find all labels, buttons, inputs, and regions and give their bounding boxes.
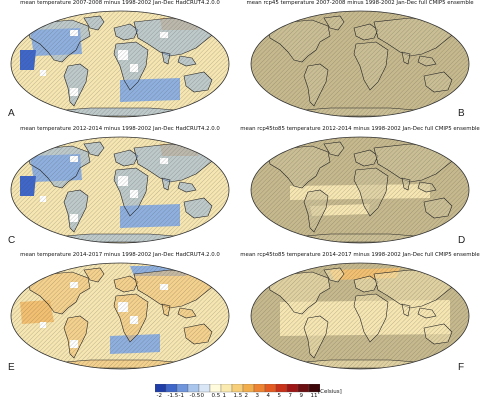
map-border bbox=[250, 136, 470, 244]
colorbar-tick-label: -0.5 bbox=[189, 393, 201, 399]
colorbar-tick-label: -1 bbox=[178, 393, 184, 399]
significance-hatching bbox=[11, 137, 229, 243]
colorbar-swatch bbox=[220, 384, 233, 393]
world-map bbox=[250, 10, 470, 118]
map-panel-d: mean rcp45to85 temperature 2012-2014 min… bbox=[240, 126, 480, 252]
colorbar-tick-label: 7 bbox=[288, 393, 293, 399]
world-map bbox=[10, 136, 230, 244]
world-map bbox=[250, 262, 470, 370]
colorbar-swatches bbox=[155, 384, 320, 393]
colorbar-swatch bbox=[165, 384, 178, 393]
panel-letter-f: F bbox=[458, 362, 465, 373]
colorbar-swatch bbox=[297, 384, 310, 393]
colorbar-tick-label: 1 bbox=[222, 393, 227, 399]
colorbar-tick-label: 5 bbox=[277, 393, 282, 399]
map-border bbox=[10, 262, 230, 370]
panel-title: mean temperature 2012-2014 minus 1998-20… bbox=[20, 126, 220, 132]
colorbar-tick-label: 11 bbox=[310, 393, 318, 399]
colorbar-tick-label: 1.5 bbox=[233, 393, 243, 399]
colorbar-swatch bbox=[275, 384, 288, 393]
panel-title: mean rcp45to85 temperature 2012-2014 min… bbox=[240, 126, 480, 132]
map-border bbox=[250, 262, 470, 370]
panel-title: mean temperature 2007-2008 minus 1998-20… bbox=[20, 0, 220, 6]
panel-letter-d: D bbox=[458, 235, 466, 246]
panel-title: mean rcp45 temperature 2007-2008 minus 1… bbox=[246, 0, 474, 6]
world-map bbox=[10, 262, 230, 370]
colorbar-swatch bbox=[308, 384, 320, 393]
colorbar-swatch bbox=[209, 384, 222, 393]
map-panel-c: mean temperature 2012-2014 minus 1998-20… bbox=[0, 126, 240, 252]
significance-hatching bbox=[251, 137, 469, 243]
significance-hatching bbox=[11, 11, 229, 117]
panel-letter-a: A bbox=[8, 108, 15, 119]
colorbar-swatch bbox=[231, 384, 244, 393]
panel-title: mean temperature 2014-2017 minus 1998-20… bbox=[20, 252, 220, 258]
colorbar-swatch bbox=[286, 384, 299, 393]
colorbar-tick-label: -2 bbox=[156, 393, 162, 399]
world-map bbox=[250, 136, 470, 244]
colorbar-swatch bbox=[187, 384, 200, 393]
colorbar-tick-label: 9 bbox=[299, 393, 304, 399]
map-panel-e: mean temperature 2014-2017 minus 1998-20… bbox=[0, 252, 240, 378]
significance-hatching bbox=[251, 263, 469, 369]
map-border bbox=[250, 10, 470, 118]
colorbar-tick-label: 0.5 bbox=[211, 393, 221, 399]
colorbar-tick-label: -1.5 bbox=[167, 393, 179, 399]
panel-letter-e: E bbox=[8, 362, 15, 373]
colorbar-swatch bbox=[155, 384, 167, 393]
colorbar-swatch bbox=[198, 384, 211, 393]
colorbar-tick-label: 4 bbox=[266, 393, 271, 399]
map-border bbox=[10, 10, 230, 118]
colorbar-tick-label: 0 bbox=[200, 393, 205, 399]
colorbar-swatch bbox=[242, 384, 255, 393]
colorbar-tick-label: 3 bbox=[255, 393, 260, 399]
significance-hatching bbox=[11, 263, 229, 369]
significance-hatching bbox=[251, 11, 469, 117]
map-border bbox=[10, 136, 230, 244]
colorbar-tick-label: 2 bbox=[244, 393, 249, 399]
panel-title: mean rcp45to85 temperature 2014-2017 min… bbox=[240, 252, 480, 258]
colorbar-swatch bbox=[264, 384, 277, 393]
world-map bbox=[10, 10, 230, 118]
panel-letter-c: C bbox=[8, 235, 16, 246]
panel-letter-b: B bbox=[458, 108, 465, 119]
colorbar-unit: [Celsius] bbox=[318, 389, 342, 395]
map-panel-f: mean rcp45to85 temperature 2014-2017 min… bbox=[240, 252, 480, 378]
map-panel-b: mean rcp45 temperature 2007-2008 minus 1… bbox=[240, 0, 480, 126]
colorbar-swatch bbox=[176, 384, 189, 393]
map-panel-a: mean temperature 2007-2008 minus 1998-20… bbox=[0, 0, 240, 126]
colorbar-swatch bbox=[253, 384, 266, 393]
